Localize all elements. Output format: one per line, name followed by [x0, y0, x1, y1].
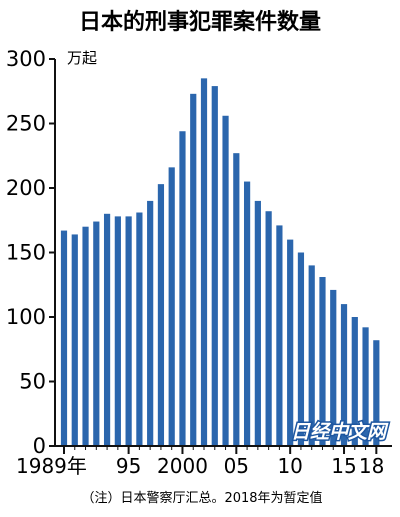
x-tick-label: 1989年	[16, 454, 87, 478]
x-axis: 1989年 95 2000 05 10 15 18	[16, 445, 392, 478]
bar-2010	[287, 239, 294, 446]
bar-2009	[276, 225, 283, 446]
bar-2011	[297, 252, 305, 446]
bar-2002	[200, 78, 208, 446]
bar-1989	[60, 230, 68, 446]
unit-label: 万起	[67, 49, 97, 67]
bar-2008	[265, 211, 272, 446]
bar-1995	[125, 216, 132, 446]
bar-2001	[190, 93, 197, 446]
y-tick-label: 50	[19, 370, 46, 394]
bars	[60, 78, 380, 447]
bar-1997	[147, 200, 154, 446]
bar-1999	[168, 167, 175, 447]
bar-1996	[136, 212, 143, 446]
y-tick-label: 0	[33, 434, 46, 458]
bar-1993	[103, 213, 111, 446]
x-tick-label: 05	[224, 454, 249, 478]
y-tick-label: 200	[6, 176, 46, 200]
bar-2015	[340, 304, 348, 446]
bar-2003	[211, 86, 218, 446]
y-axis: 0 50 100 150 200 250 300	[6, 47, 56, 458]
bar-2006	[243, 181, 251, 447]
bar-1991	[82, 226, 89, 446]
footnote: （注）日本警察厅汇总。2018年为暂定值	[81, 490, 322, 506]
bar-2005	[233, 153, 240, 447]
x-tick-label: 15	[331, 454, 356, 478]
y-tick-label: 250	[6, 112, 46, 136]
bar-2014	[330, 289, 337, 446]
watermark: 日经中文网	[291, 421, 389, 443]
bar-1990	[71, 234, 78, 446]
bar-2000	[179, 131, 186, 447]
bar-1992	[93, 221, 100, 446]
bar-2007	[254, 200, 261, 446]
x-tick-label: 18	[359, 454, 384, 478]
x-tick-label: 2000	[157, 454, 208, 478]
bar-2018	[373, 340, 380, 446]
bar-2017	[362, 327, 369, 446]
bar-2016	[351, 317, 358, 446]
bar-2012	[308, 265, 315, 446]
x-tick-label: 95	[116, 454, 141, 478]
chart-title: 日本的刑事犯罪案件数量	[79, 9, 321, 35]
y-tick-label: 300	[6, 47, 46, 71]
bar-2004	[222, 115, 229, 446]
bar-1994	[114, 216, 121, 446]
bar-2013	[319, 277, 326, 446]
bar-1998	[157, 184, 165, 446]
y-tick-label: 150	[6, 241, 46, 265]
x-tick-label: 10	[277, 454, 302, 478]
y-tick-label: 100	[6, 305, 46, 329]
